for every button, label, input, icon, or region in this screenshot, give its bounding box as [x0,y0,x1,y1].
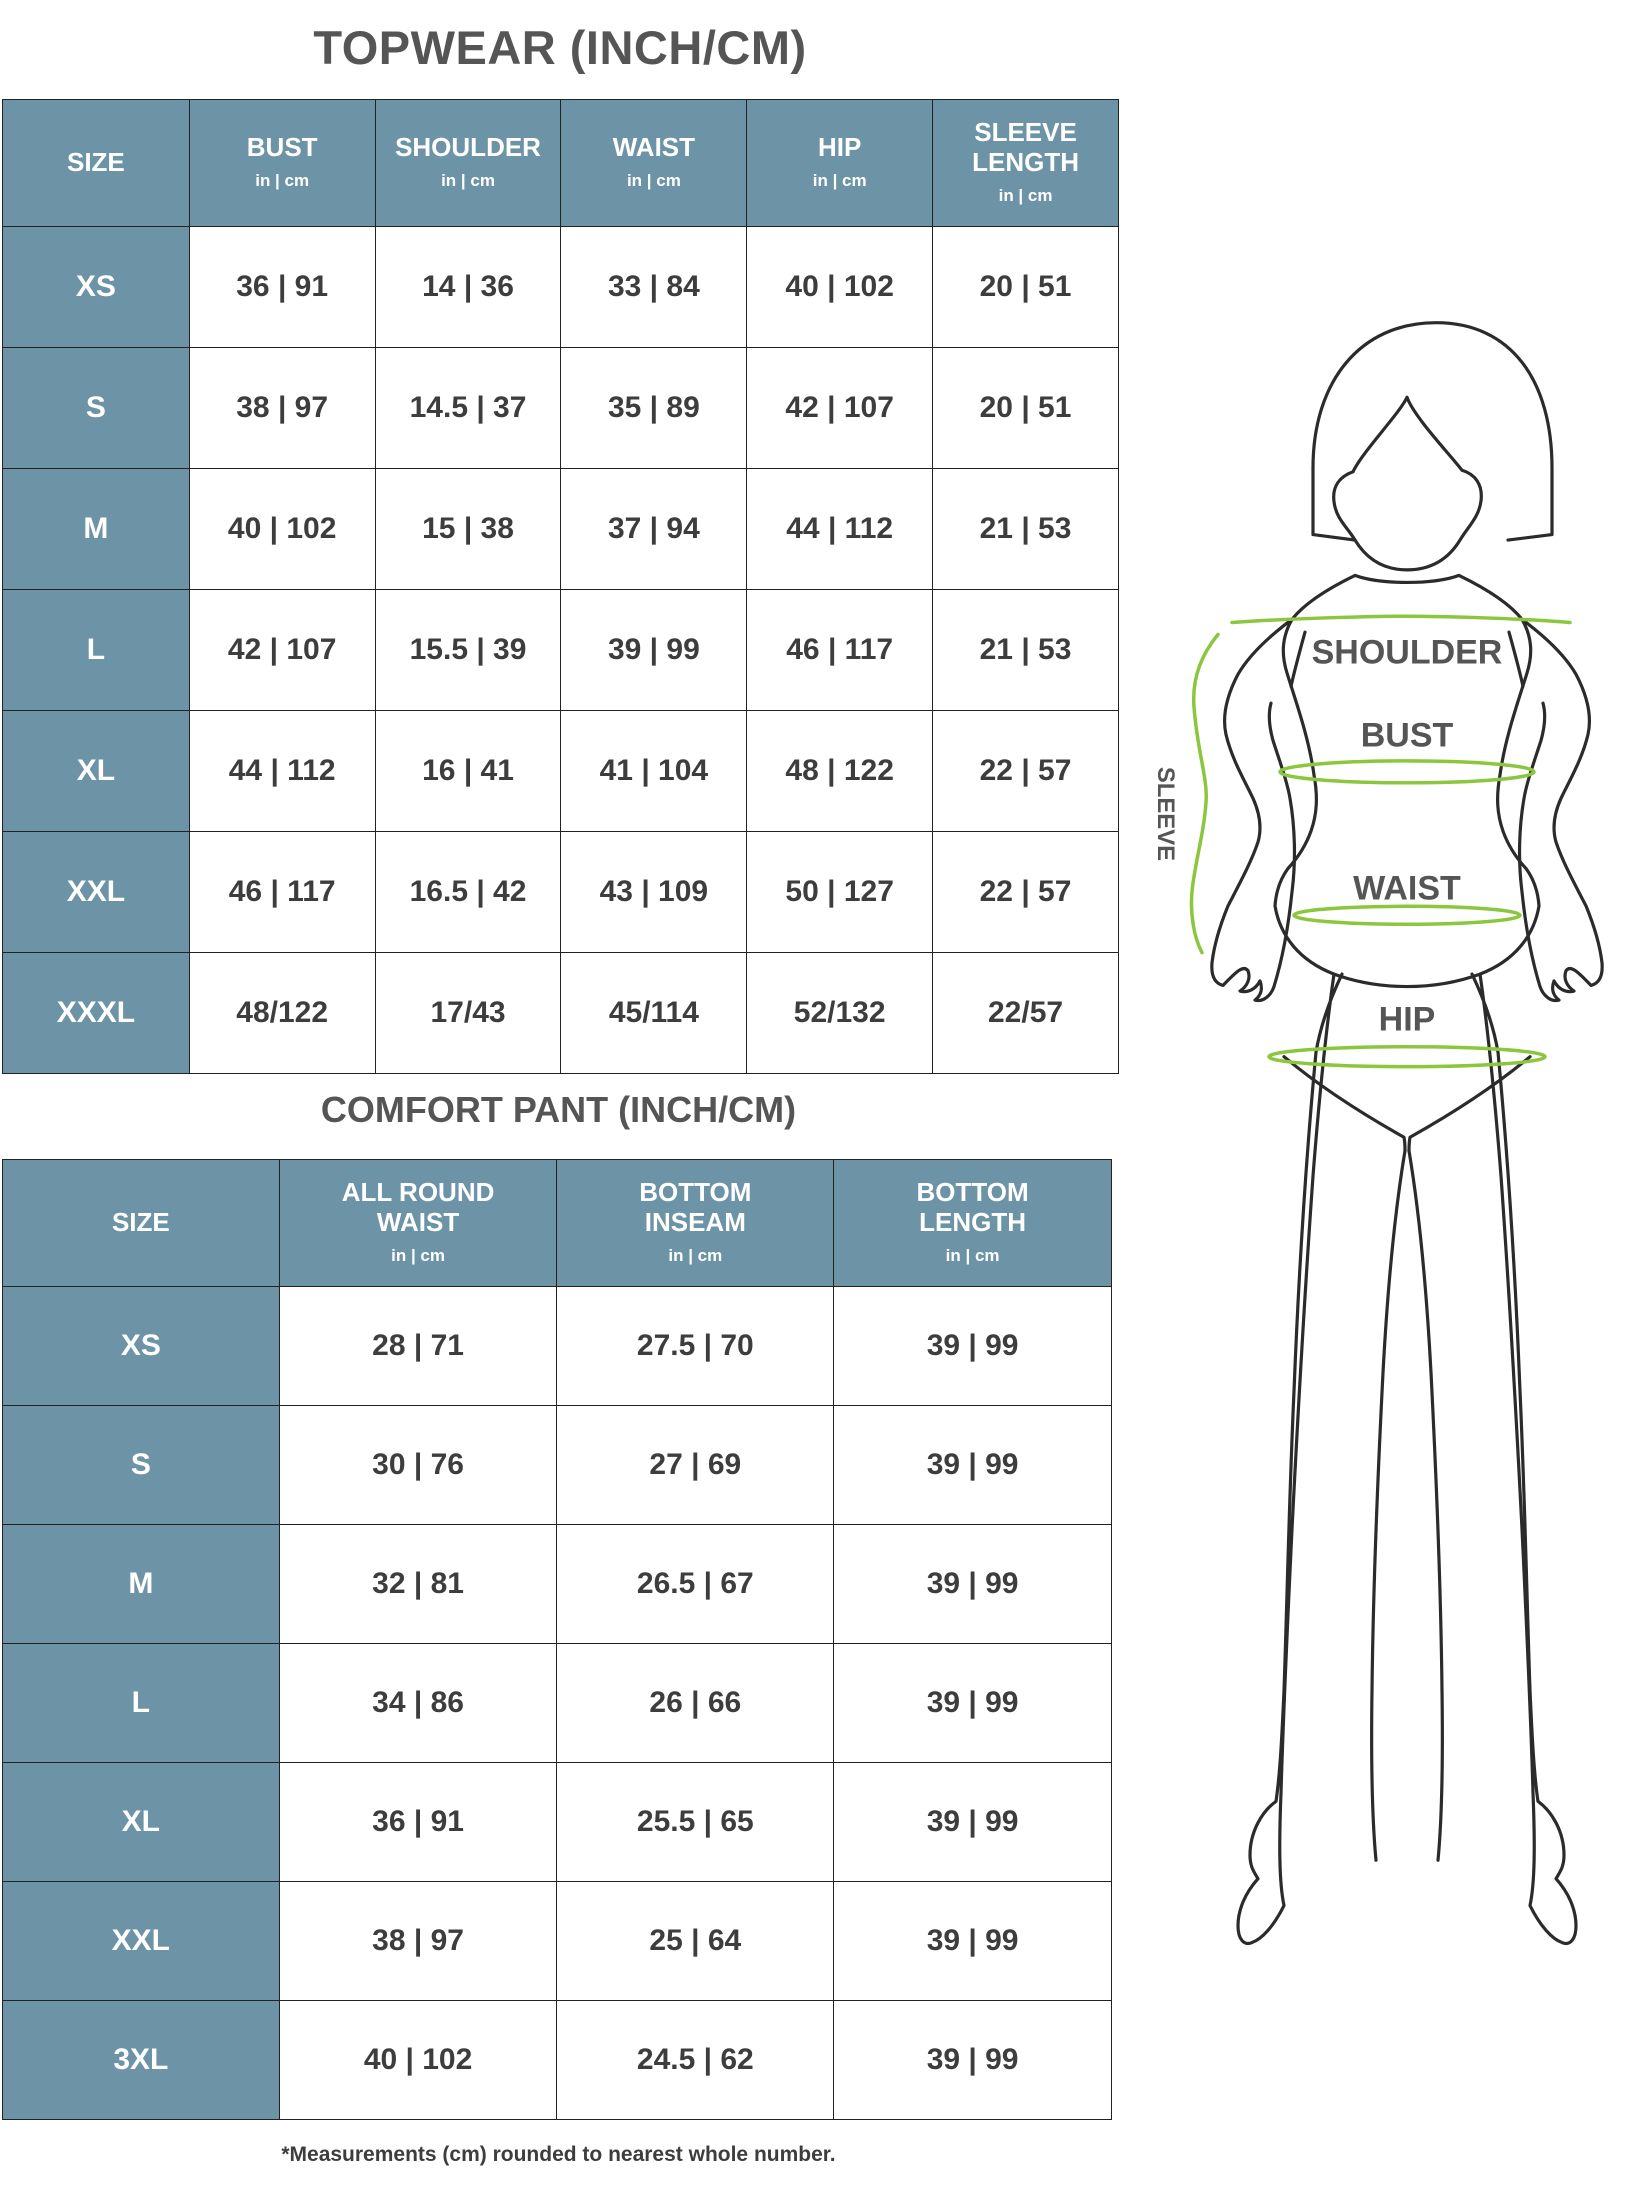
svg-text:SHOULDER: SHOULDER [1312,633,1503,671]
svg-text:SLEEVE: SLEEVE [1152,767,1179,861]
svg-text:BUST: BUST [1361,717,1454,755]
svg-text:WAIST: WAIST [1353,870,1461,908]
svg-text:HIP: HIP [1379,1001,1436,1039]
